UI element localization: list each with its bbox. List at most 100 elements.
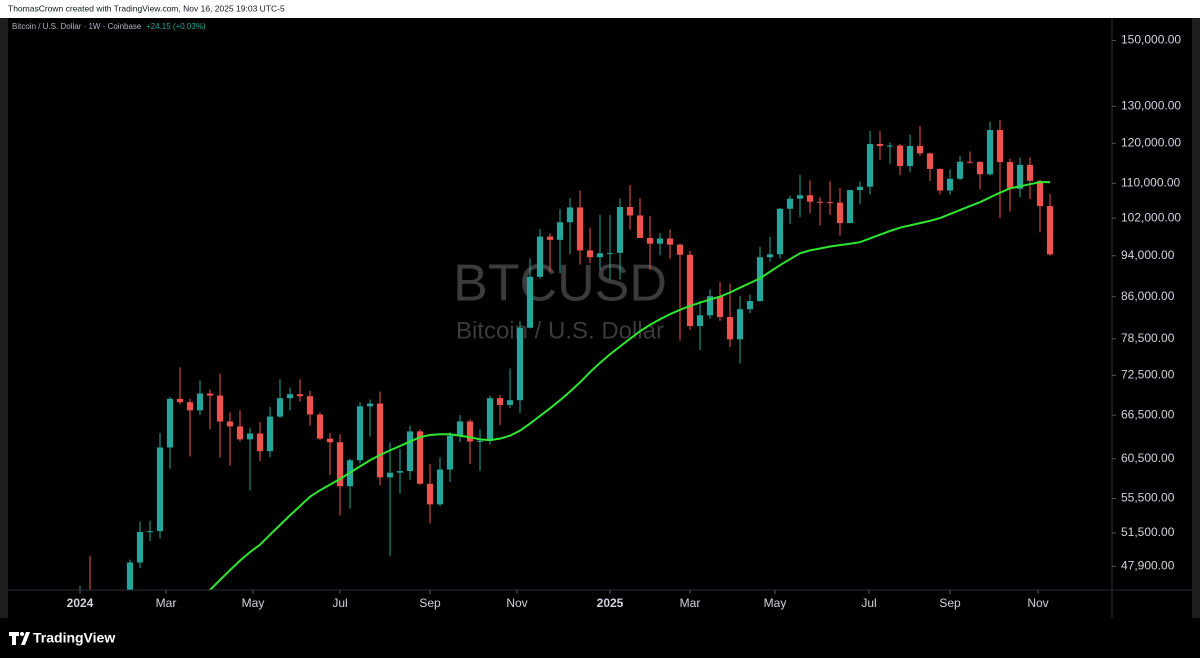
candle-body	[276, 398, 284, 417]
candle-body	[386, 472, 394, 478]
x-tick-label: Nov	[1027, 596, 1048, 610]
candle-body	[946, 178, 954, 191]
candle-body	[446, 435, 454, 470]
logo-mark	[9, 632, 30, 645]
x-tick-label: May	[764, 596, 787, 610]
candle-body	[316, 414, 324, 439]
candle-body	[596, 253, 604, 258]
x-tick-label: Sep	[419, 596, 441, 610]
header-bar	[0, 0, 1200, 18]
candle-body	[906, 145, 914, 167]
y-tick-label: 66,500.00	[1121, 407, 1175, 421]
x-tick-label: Jul	[861, 596, 876, 610]
y-tick-label: 110,000.00	[1121, 176, 1180, 190]
candle-body	[296, 394, 304, 397]
tradingview-logo	[9, 632, 30, 645]
candle-body	[1006, 162, 1014, 189]
y-tick-label: 102,000.00	[1121, 210, 1181, 224]
x-tick-label: May	[242, 596, 265, 610]
candle-body	[846, 190, 854, 224]
candle-body	[146, 531, 154, 533]
candle-body	[436, 469, 444, 505]
x-tick-label: Mar	[680, 596, 701, 610]
candle-body	[136, 532, 144, 563]
candle-body	[916, 145, 924, 154]
candle-body	[686, 254, 694, 327]
y-tick-label: 55,500.00	[1121, 491, 1175, 505]
y-tick-label: 130,000.00	[1121, 99, 1181, 113]
header-credit: ThomasCrown created with TradingView.com…	[8, 3, 285, 13]
candle-body	[666, 238, 674, 245]
moving-average-line	[208, 181, 1050, 590]
candle-body	[306, 396, 314, 415]
candle-body	[486, 398, 494, 441]
candle-body	[236, 426, 244, 440]
candle-body	[976, 162, 984, 175]
candle-body	[606, 252, 614, 254]
x-tick-label: Sep	[939, 596, 961, 610]
x-tick-label: Mar	[156, 596, 177, 610]
candle-body	[366, 403, 374, 407]
candle-body	[806, 195, 814, 202]
candle-body	[726, 316, 734, 340]
candle-body	[876, 144, 884, 146]
candle-body	[286, 394, 294, 399]
candle-body	[566, 207, 574, 223]
candle-body	[926, 153, 934, 169]
candle-body	[586, 250, 594, 258]
candle-body	[166, 398, 174, 448]
candle-body	[556, 222, 564, 240]
candle-body	[676, 244, 684, 255]
candle-body	[406, 431, 414, 472]
candle-body	[456, 421, 464, 436]
legend-symbol: Bitcoin / U.S. Dollar · 1W · Coinbase	[12, 22, 142, 31]
y-tick-label: 60,500.00	[1121, 451, 1175, 465]
candle-body	[1036, 180, 1044, 207]
y-tick-label: 51,500.00	[1121, 525, 1175, 539]
candle-body	[956, 161, 964, 179]
y-tick-label: 86,000.00	[1121, 289, 1175, 303]
candle-body	[1026, 164, 1034, 181]
candle-body	[156, 447, 164, 532]
candle-body	[476, 440, 484, 442]
candle-body	[506, 400, 514, 405]
candle-body	[516, 327, 524, 401]
candle-body	[706, 296, 714, 316]
candle-body	[856, 186, 864, 191]
y-tick-label: 47,900.00	[1121, 558, 1175, 572]
candle-body	[836, 202, 844, 224]
x-tick-label: 2024	[67, 596, 94, 610]
candle-body	[126, 562, 134, 590]
candle-body	[736, 309, 744, 340]
candle-body	[896, 145, 904, 167]
candle-body	[376, 403, 384, 478]
footer-brand: TradingView	[33, 630, 115, 646]
candle-body	[656, 238, 664, 244]
candle-body	[966, 161, 974, 163]
candle-body	[206, 393, 214, 396]
footer-bar	[0, 618, 1200, 658]
candle-body	[266, 416, 274, 452]
y-tick-label: 150,000.00	[1121, 33, 1181, 47]
candle-body	[696, 315, 704, 327]
candle-body	[796, 195, 804, 199]
candle-body	[826, 202, 834, 204]
x-tick-label: 2025	[597, 596, 624, 610]
y-tick-label: 72,500.00	[1121, 368, 1175, 382]
candle-body	[526, 276, 534, 328]
candle-body	[616, 206, 624, 253]
candle-body	[816, 201, 824, 203]
candle-body	[646, 237, 654, 244]
candle-body	[626, 206, 634, 216]
candle-body	[186, 402, 194, 411]
candle-body	[416, 431, 424, 484]
candle-body	[536, 236, 544, 277]
candle-body	[1046, 206, 1054, 255]
x-tick-label: Nov	[506, 596, 527, 610]
y-tick-label: 94,000.00	[1121, 248, 1175, 262]
plot	[79, 120, 1054, 590]
candle-body	[1016, 164, 1024, 189]
candle-body	[576, 207, 584, 251]
candle-body	[426, 483, 434, 505]
